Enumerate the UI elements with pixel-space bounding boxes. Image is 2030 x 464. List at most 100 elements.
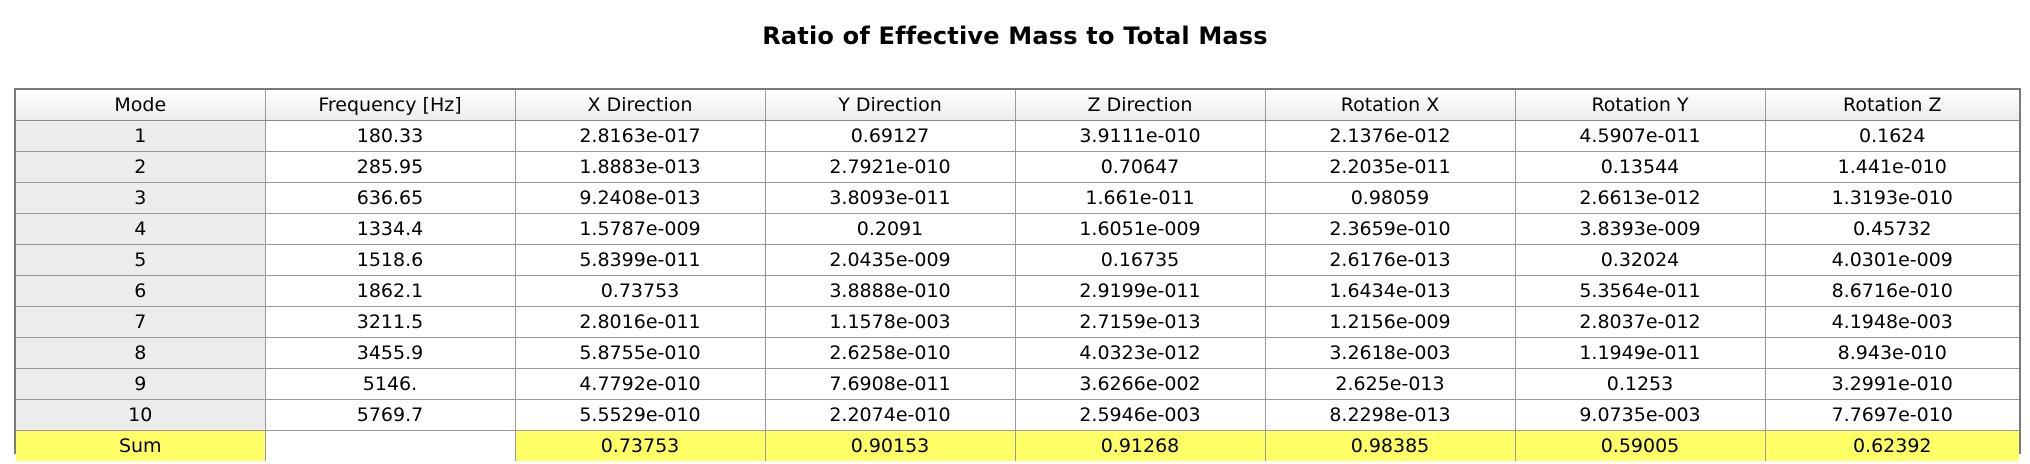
column-header-rotation-y[interactable]: Rotation Y [1515,90,1766,121]
z-direction-cell[interactable]: 0.70647 [1015,151,1266,183]
y-direction-cell[interactable]: 2.7921e-010 [765,151,1016,183]
sum-rotation-x-cell[interactable]: 0.98385 [1265,430,1516,461]
z-direction-cell[interactable]: 1.661e-011 [1015,182,1266,214]
frequency-cell[interactable]: 1862.1 [265,275,516,307]
rotation-x-cell[interactable]: 2.2035e-011 [1265,151,1516,183]
sum-rotation-y-cell[interactable]: 0.59005 [1515,430,1766,461]
mode-cell[interactable]: 6 [16,275,266,307]
mode-cell[interactable]: 10 [16,399,266,431]
frequency-cell[interactable]: 3455.9 [265,337,516,369]
rotation-z-cell[interactable]: 7.7697e-010 [1765,399,2019,431]
column-header-mode[interactable]: Mode [16,90,266,121]
rotation-z-cell[interactable]: 3.2991e-010 [1765,368,2019,400]
z-direction-cell[interactable]: 2.5946e-003 [1015,399,1266,431]
y-direction-cell[interactable]: 3.8093e-011 [765,182,1016,214]
y-direction-cell[interactable]: 0.2091 [765,213,1016,245]
rotation-y-cell[interactable]: 9.0735e-003 [1515,399,1766,431]
rotation-y-cell[interactable]: 2.6613e-012 [1515,182,1766,214]
table-row[interactable]: 10 5769.7 5.5529e-010 2.2074e-010 2.5946e-00… [16,399,2019,431]
y-direction-cell[interactable]: 7.6908e-011 [765,368,1016,400]
x-direction-cell[interactable]: 4.7792e-010 [515,368,766,400]
rotation-z-cell[interactable]: 4.0301e-009 [1765,244,2019,276]
table-row[interactable]: 5 1518.6 5.8399e-011 2.0435e-009 0.16735 2.61… [16,244,2019,276]
rotation-y-cell[interactable]: 4.5907e-011 [1515,120,1766,152]
rotation-z-cell[interactable]: 8.943e-010 [1765,337,2019,369]
frequency-cell[interactable]: 636.65 [265,182,516,214]
table-row[interactable]: 6 1862.1 0.73753 3.8888e-010 2.9199e-011 1.64… [16,275,2019,307]
frequency-cell[interactable]: 180.33 [265,120,516,152]
mode-cell[interactable]: 4 [16,213,266,245]
z-direction-cell[interactable]: 4.0323e-012 [1015,337,1266,369]
y-direction-cell[interactable]: 2.6258e-010 [765,337,1016,369]
frequency-cell[interactable]: 1518.6 [265,244,516,276]
table-row[interactable]: 8 3455.9 5.8755e-010 2.6258e-010 4.0323e-012… [16,337,2019,369]
mode-cell[interactable]: 9 [16,368,266,400]
mode-cell[interactable]: 7 [16,306,266,338]
z-direction-cell[interactable]: 1.6051e-009 [1015,213,1266,245]
frequency-cell[interactable]: 5769.7 [265,399,516,431]
rotation-x-cell[interactable]: 0.98059 [1265,182,1516,214]
rotation-z-cell[interactable]: 0.45732 [1765,213,2019,245]
rotation-z-cell[interactable]: 0.1624 [1765,120,2019,152]
rotation-y-cell[interactable]: 1.1949e-011 [1515,337,1766,369]
column-header-x-direction[interactable]: X Direction [515,90,766,121]
rotation-y-cell[interactable]: 0.1253 [1515,368,1766,400]
z-direction-cell[interactable]: 2.7159e-013 [1015,306,1266,338]
frequency-cell[interactable]: 1334.4 [265,213,516,245]
rotation-y-cell[interactable]: 2.8037e-012 [1515,306,1766,338]
column-header-rotation-x[interactable]: Rotation X [1265,90,1516,121]
mode-cell[interactable]: 2 [16,151,266,183]
table-row[interactable]: 3 636.65 9.2408e-013 3.8093e-011 1.661e-011 0… [16,182,2019,214]
rotation-x-cell[interactable]: 2.6176e-013 [1265,244,1516,276]
x-direction-cell[interactable]: 5.8399e-011 [515,244,766,276]
rotation-x-cell[interactable]: 1.2156e-009 [1265,306,1516,338]
frequency-cell[interactable]: 3211.5 [265,306,516,338]
rotation-x-cell[interactable]: 2.1376e-012 [1265,120,1516,152]
column-header-rotation-z[interactable]: Rotation Z [1765,90,2019,121]
x-direction-cell[interactable]: 2.8016e-011 [515,306,766,338]
mode-cell[interactable]: 3 [16,182,266,214]
table-row[interactable]: 7 3211.5 2.8016e-011 1.1578e-003 2.7159e-013… [16,306,2019,338]
sum-y-direction-cell[interactable]: 0.90153 [765,430,1016,461]
table-row[interactable]: 1 180.33 2.8163e-017 0.69127 3.9111e-010 2.13… [16,120,2019,152]
rotation-x-cell[interactable]: 8.2298e-013 [1265,399,1516,431]
rotation-x-cell[interactable]: 1.6434e-013 [1265,275,1516,307]
sum-x-direction-cell[interactable]: 0.73753 [515,430,766,461]
rotation-z-cell[interactable]: 8.6716e-010 [1765,275,2019,307]
mode-cell[interactable]: 5 [16,244,266,276]
table-row[interactable]: 4 1334.4 1.5787e-009 0.2091 1.6051e-009 2.365… [16,213,2019,245]
y-direction-cell[interactable]: 1.1578e-003 [765,306,1016,338]
y-direction-cell[interactable]: 2.2074e-010 [765,399,1016,431]
z-direction-cell[interactable]: 3.6266e-002 [1015,368,1266,400]
rotation-x-cell[interactable]: 2.625e-013 [1265,368,1516,400]
x-direction-cell[interactable]: 5.8755e-010 [515,337,766,369]
x-direction-cell[interactable]: 2.8163e-017 [515,120,766,152]
x-direction-cell[interactable]: 1.8883e-013 [515,151,766,183]
rotation-z-cell[interactable]: 1.441e-010 [1765,151,2019,183]
rotation-x-cell[interactable]: 3.2618e-003 [1265,337,1516,369]
frequency-cell[interactable]: 5146. [265,368,516,400]
sum-row[interactable]: Sum 0.73753 0.90153 0.91268 0.98385 0.59005 0.… [16,430,2019,461]
mode-cell[interactable]: 1 [16,120,266,152]
sum-frequency-cell[interactable] [265,430,516,461]
x-direction-cell[interactable]: 9.2408e-013 [515,182,766,214]
sum-label-cell[interactable]: Sum [16,430,266,461]
sum-rotation-z-cell[interactable]: 0.62392 [1765,430,2019,461]
rotation-y-cell[interactable]: 5.3564e-011 [1515,275,1766,307]
x-direction-cell[interactable]: 1.5787e-009 [515,213,766,245]
rotation-x-cell[interactable]: 2.3659e-010 [1265,213,1516,245]
z-direction-cell[interactable]: 0.16735 [1015,244,1266,276]
rotation-z-cell[interactable]: 4.1948e-003 [1765,306,2019,338]
x-direction-cell[interactable]: 0.73753 [515,275,766,307]
rotation-y-cell[interactable]: 0.13544 [1515,151,1766,183]
z-direction-cell[interactable]: 2.9199e-011 [1015,275,1266,307]
rotation-y-cell[interactable]: 3.8393e-009 [1515,213,1766,245]
z-direction-cell[interactable]: 3.9111e-010 [1015,120,1266,152]
rotation-z-cell[interactable]: 1.3193e-010 [1765,182,2019,214]
sum-z-direction-cell[interactable]: 0.91268 [1015,430,1266,461]
y-direction-cell[interactable]: 2.0435e-009 [765,244,1016,276]
table-row[interactable]: 2 285.95 1.8883e-013 2.7921e-010 0.70647 2.20… [16,151,2019,183]
rotation-y-cell[interactable]: 0.32024 [1515,244,1766,276]
column-header-y-direction[interactable]: Y Direction [765,90,1016,121]
column-header-frequency[interactable]: Frequency [Hz] [265,90,516,121]
